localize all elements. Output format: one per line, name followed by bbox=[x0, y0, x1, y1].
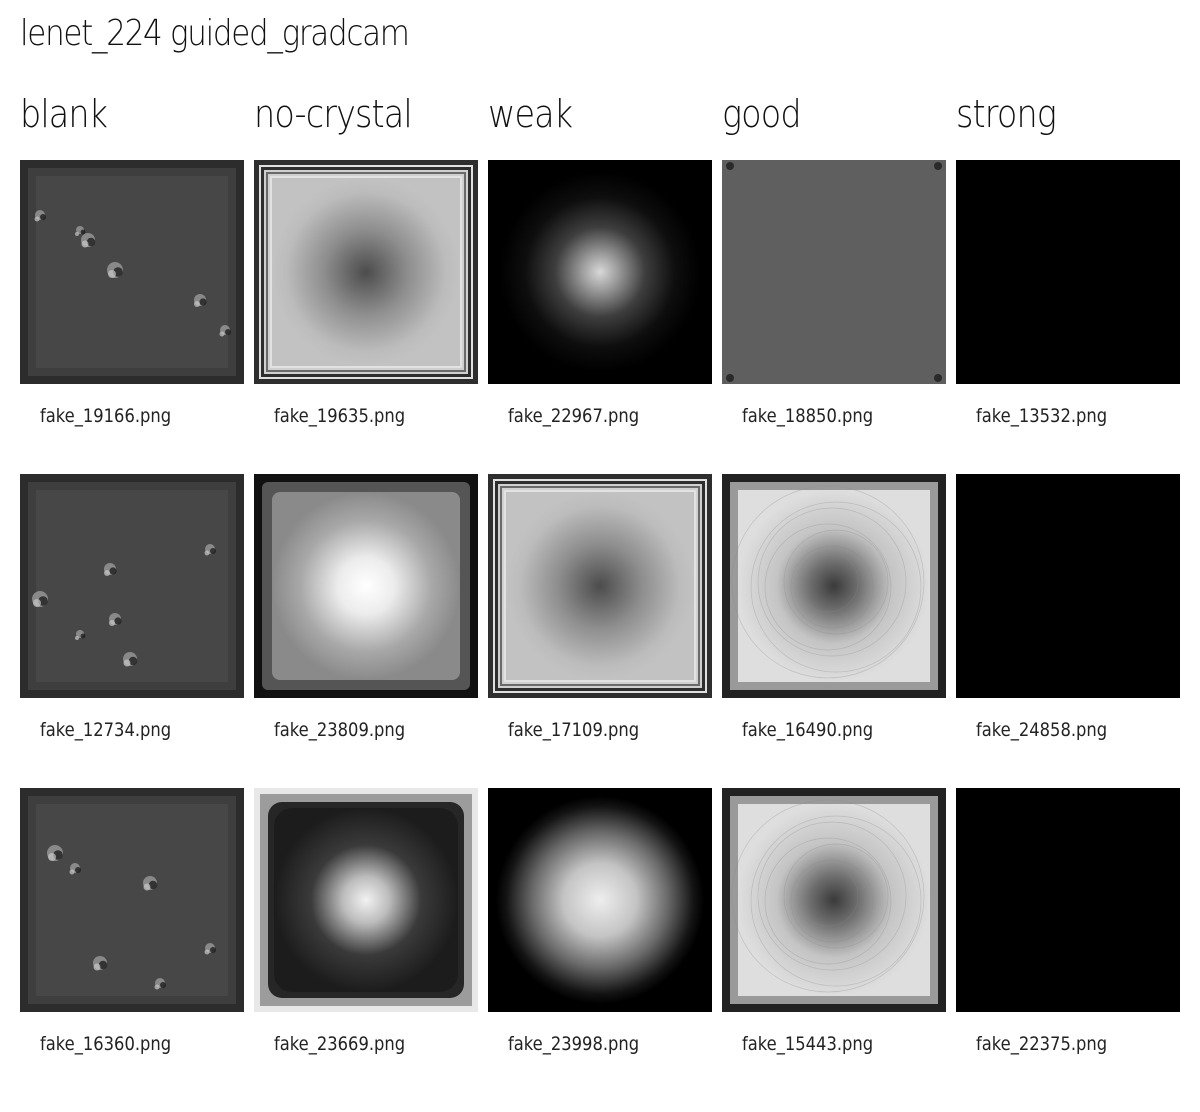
filename-label: fake_23998.png bbox=[508, 1033, 640, 1055]
heatmap-image-svg bbox=[956, 474, 1180, 698]
heatmap-image bbox=[488, 474, 712, 698]
heatmap-image bbox=[254, 474, 478, 698]
filename-label: fake_16360.png bbox=[40, 1033, 172, 1055]
heatmap-image bbox=[20, 788, 244, 1012]
heatmap-image bbox=[254, 788, 478, 1012]
column-header-no-crystal: no-crystal bbox=[254, 92, 413, 136]
filename-label: fake_24858.png bbox=[976, 719, 1108, 741]
heatmap-image-svg bbox=[956, 160, 1180, 384]
heatmap-image bbox=[254, 160, 478, 384]
filename-label: fake_23809.png bbox=[274, 719, 406, 741]
filename-label: fake_16490.png bbox=[742, 719, 874, 741]
filename-label: fake_18850.png bbox=[742, 405, 874, 427]
filename-label: fake_19635.png bbox=[274, 405, 406, 427]
heatmap-image bbox=[956, 788, 1180, 1012]
column-header-blank: blank bbox=[20, 92, 108, 136]
heatmap-image-svg bbox=[722, 788, 946, 1012]
heatmap-image-svg bbox=[254, 474, 478, 698]
filename-label: fake_15443.png bbox=[742, 1033, 874, 1055]
heatmap-image-svg bbox=[488, 788, 712, 1012]
heatmap-image-svg bbox=[722, 474, 946, 698]
heatmap-image bbox=[20, 474, 244, 698]
heatmap-image bbox=[722, 788, 946, 1012]
heatmap-image-svg bbox=[254, 788, 478, 1012]
heatmap-image-svg bbox=[956, 788, 1180, 1012]
column-header-weak: weak bbox=[488, 92, 573, 136]
heatmap-image bbox=[722, 474, 946, 698]
page-title: lenet_224 guided_gradcam bbox=[20, 13, 410, 54]
heatmap-image bbox=[488, 788, 712, 1012]
heatmap-image-svg bbox=[488, 474, 712, 698]
heatmap-image-svg bbox=[20, 474, 244, 698]
filename-label: fake_22375.png bbox=[976, 1033, 1108, 1055]
heatmap-image-svg bbox=[20, 160, 244, 384]
filename-label: fake_13532.png bbox=[976, 405, 1108, 427]
heatmap-image-svg bbox=[20, 788, 244, 1012]
heatmap-image bbox=[20, 160, 244, 384]
heatmap-image-svg bbox=[488, 160, 712, 384]
filename-label: fake_19166.png bbox=[40, 405, 172, 427]
heatmap-image bbox=[956, 160, 1180, 384]
column-header-strong: strong bbox=[956, 92, 1057, 136]
heatmap-image-svg bbox=[722, 160, 946, 384]
heatmap-image bbox=[488, 160, 712, 384]
heatmap-image bbox=[722, 160, 946, 384]
filename-label: fake_23669.png bbox=[274, 1033, 406, 1055]
filename-label: fake_17109.png bbox=[508, 719, 640, 741]
column-header-good: good bbox=[722, 92, 802, 136]
filename-label: fake_22967.png bbox=[508, 405, 640, 427]
heatmap-image bbox=[956, 474, 1180, 698]
heatmap-image-svg bbox=[254, 160, 478, 384]
filename-label: fake_12734.png bbox=[40, 719, 172, 741]
